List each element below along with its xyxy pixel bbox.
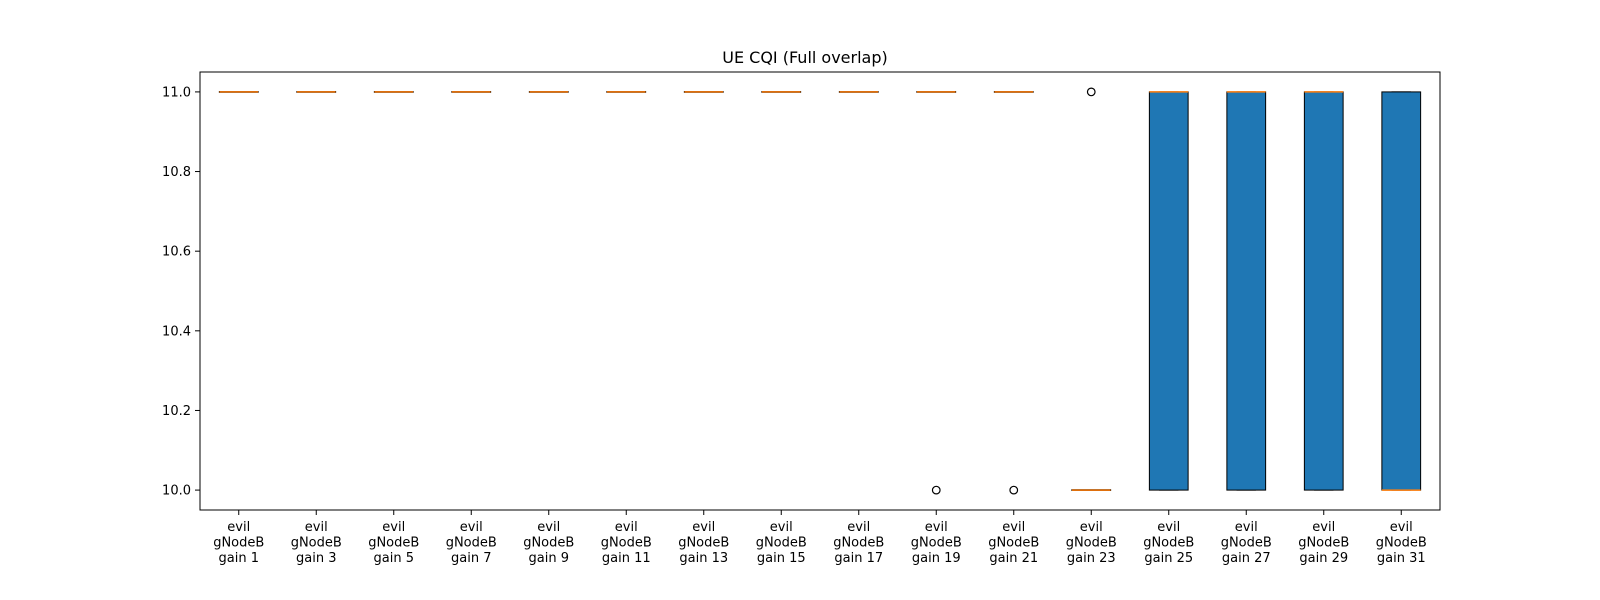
y-tick-label: 10.6: [162, 245, 191, 260]
x-tick-label: evil gNodeB gain 19: [911, 520, 962, 566]
x-tick-label: evil gNodeB gain 5: [368, 520, 419, 566]
axes-frame: [199, 71, 1441, 511]
chart-title: UE CQI (Full overlap): [722, 48, 888, 67]
y-tick-label: 10.0: [162, 484, 191, 499]
box-group: evil gNodeB gain 27: [1221, 91, 1272, 566]
box: [1148, 91, 1189, 491]
outlier-point: [1086, 87, 1096, 97]
y-tick-label: 10.8: [162, 165, 191, 180]
x-tick-label: evil gNodeB gain 7: [446, 520, 497, 566]
x-tick-label: evil gNodeB gain 13: [678, 520, 729, 566]
box-group: evil gNodeB gain 15: [756, 91, 807, 566]
box-group: evil gNodeB gain 9: [523, 91, 574, 566]
x-tick-label: evil gNodeB gain 25: [1143, 520, 1194, 566]
box-group: evil gNodeB gain 7: [446, 91, 497, 566]
outlier-point: [931, 485, 941, 495]
x-tick-label: evil gNodeB gain 1: [213, 520, 264, 566]
x-tick-label: evil gNodeB gain 17: [833, 520, 884, 566]
x-tick-label: evil gNodeB gain 11: [601, 520, 652, 566]
x-tick-label: evil gNodeB gain 15: [756, 520, 807, 566]
box-group: evil gNodeB gain 17: [833, 91, 884, 566]
box-group: evil gNodeB gain 23: [1066, 87, 1117, 566]
box-group: evil gNodeB gain 31: [1376, 91, 1427, 566]
x-tick-label: evil gNodeB gain 23: [1066, 520, 1117, 566]
x-tick-label: evil gNodeB gain 29: [1298, 520, 1349, 566]
x-tick-label: evil gNodeB gain 9: [523, 520, 574, 566]
box-group: evil gNodeB gain 11: [601, 91, 652, 566]
box-group: evil gNodeB gain 21: [988, 91, 1039, 566]
box-group: evil gNodeB gain 25: [1143, 91, 1194, 566]
box-group: evil gNodeB gain 13: [678, 91, 729, 566]
box-group: evil gNodeB gain 29: [1298, 91, 1349, 566]
outlier-point: [1009, 485, 1019, 495]
x-tick-label: evil gNodeB gain 3: [291, 520, 342, 566]
y-tick-label: 11.0: [162, 85, 191, 100]
box: [1381, 91, 1422, 491]
y-tick-label: 10.2: [162, 404, 191, 419]
plot-area: 10.0 10.2 10.4 10.6 10.8 11.0 evil gNodeB gain 1…: [162, 71, 1441, 566]
x-tick-label: evil gNodeB gain 31: [1376, 520, 1427, 566]
box-group: evil gNodeB gain 5: [368, 91, 419, 566]
box: [1226, 91, 1267, 491]
box: [1303, 91, 1344, 491]
x-tick-label: evil gNodeB gain 21: [988, 520, 1039, 566]
y-tick-label: 10.4: [162, 324, 191, 339]
box-group: evil gNodeB gain 1: [213, 91, 264, 566]
box-group: evil gNodeB gain 3: [291, 91, 342, 566]
x-tick-label: evil gNodeB gain 27: [1221, 520, 1272, 566]
box-group: evil gNodeB gain 19: [911, 91, 962, 566]
